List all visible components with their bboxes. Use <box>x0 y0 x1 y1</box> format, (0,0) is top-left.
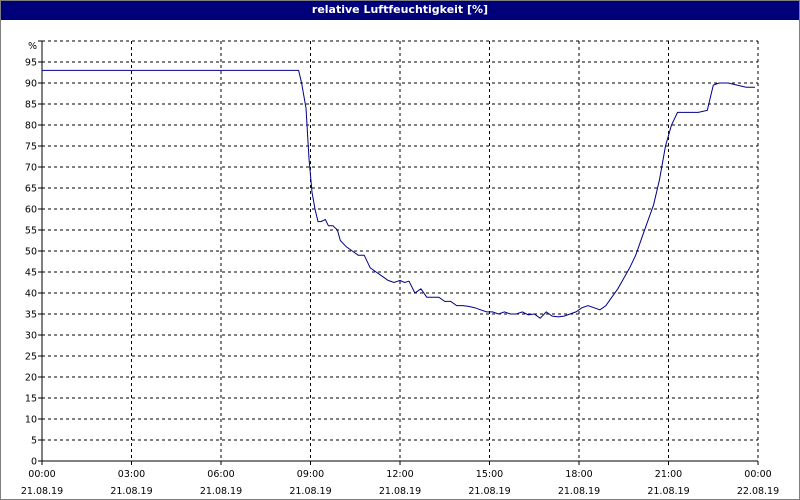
y-tick-label: 15 <box>25 394 37 405</box>
y-tick-label: 5 <box>31 436 37 447</box>
x-tick-time: 00:00 <box>28 469 55 480</box>
x-tick-date: 21.08.19 <box>289 486 331 497</box>
y-tick-label: 0 <box>31 457 37 468</box>
x-tick-time: 09:00 <box>297 469 324 480</box>
x-tick-date: 21.08.19 <box>647 486 689 497</box>
y-tick-label: 75 <box>25 142 37 153</box>
y-tick-label: 35 <box>25 310 37 321</box>
x-tick-date: 21.08.19 <box>468 486 510 497</box>
x-tick-date: 21.08.19 <box>379 486 421 497</box>
y-axis-label: % <box>28 41 37 52</box>
y-tick-label: 80 <box>25 121 37 132</box>
y-tick-label: 25 <box>25 352 37 363</box>
humidity-series-line <box>42 69 755 319</box>
tick-labels: 0 5 10 15 20 25 30 35 40 45 50 55 60 65 70 75 80 85 90 95% 0… <box>21 41 779 497</box>
y-tick-label: 70 <box>25 163 37 174</box>
grid <box>42 40 759 461</box>
y-tick-label: 45 <box>25 268 37 279</box>
series-layer <box>42 69 755 319</box>
y-tick-label: 55 <box>25 226 37 237</box>
x-tick-date: 21.08.19 <box>200 486 242 497</box>
y-tick-label: 90 <box>25 79 37 90</box>
y-tick-label: 50 <box>25 247 37 258</box>
x-tick-date: 21.08.19 <box>110 486 152 497</box>
y-tick-label: 30 <box>25 331 37 342</box>
x-tick-time: 21:00 <box>655 469 682 480</box>
y-tick-label: 60 <box>25 205 37 216</box>
y-tick-label: 40 <box>25 289 37 300</box>
y-tick-label: 20 <box>25 373 37 384</box>
chart-title: relative Luftfeuchtigkeit [%] <box>1 1 799 20</box>
y-tick-label: 65 <box>25 184 37 195</box>
x-tick-time: 12:00 <box>386 469 413 480</box>
x-tick-time: 18:00 <box>565 469 592 480</box>
y-tick-label: 10 <box>25 415 37 426</box>
x-tick-time: 15:00 <box>476 469 503 480</box>
x-tick-date: 21.08.19 <box>21 486 63 497</box>
x-tick-date: 21.08.19 <box>558 486 600 497</box>
x-tick-time: 03:00 <box>118 469 145 480</box>
axes <box>38 40 759 465</box>
x-tick-time: 00:00 <box>744 469 771 480</box>
y-tick-label: 95 <box>25 58 37 69</box>
x-tick-time: 06:00 <box>207 469 234 480</box>
y-tick-label: 85 <box>25 100 37 111</box>
x-tick-date: 22.08.19 <box>737 486 779 497</box>
